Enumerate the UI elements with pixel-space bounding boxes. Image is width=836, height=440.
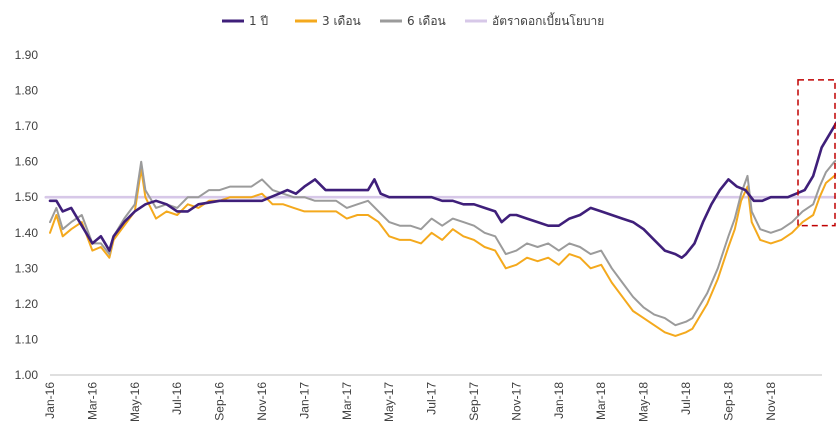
x-tick-label: Jan-16 bbox=[43, 382, 57, 419]
x-tick-label: May-18 bbox=[637, 382, 651, 422]
series-line-0 bbox=[48, 120, 836, 259]
x-tick-label: Sep-16 bbox=[213, 382, 227, 421]
y-tick-label: 1.30 bbox=[15, 261, 39, 275]
x-tick-label: Nov-18 bbox=[764, 382, 778, 421]
series-group bbox=[44, 120, 836, 337]
y-tick-label: 1.80 bbox=[15, 84, 39, 98]
y-tick-label: 1.90 bbox=[15, 48, 39, 62]
legend-label-1: 3 เดือน bbox=[322, 14, 361, 28]
x-tick-label: Mar-17 bbox=[340, 382, 354, 420]
series-line-2 bbox=[49, 159, 836, 327]
x-tick-label: Jan-17 bbox=[297, 382, 311, 419]
legend-label-2: 6 เดือน bbox=[407, 14, 446, 28]
x-tick-label: Jul-18 bbox=[679, 382, 693, 415]
x-tick-label: Sep-17 bbox=[467, 382, 481, 421]
y-tick-label: 1.00 bbox=[15, 368, 39, 382]
highlight-box bbox=[797, 79, 836, 227]
y-tick-label: 1.10 bbox=[15, 332, 39, 346]
y-tick-label: 1.70 bbox=[15, 119, 39, 133]
series-line-3 bbox=[44, 195, 836, 199]
y-tick-label: 1.20 bbox=[15, 297, 39, 311]
y-tick-label: 1.50 bbox=[15, 190, 39, 204]
legend-label-0: 1 ปี bbox=[249, 14, 268, 28]
x-tick-label: Mar-16 bbox=[85, 382, 99, 420]
x-tick-label: Jan-18 bbox=[552, 382, 566, 419]
y-tick-label: 1.40 bbox=[15, 226, 39, 240]
x-tick-label: Sep-18 bbox=[721, 382, 735, 421]
x-tick-label: Mar-18 bbox=[594, 382, 608, 420]
highlight-rect bbox=[797, 79, 836, 227]
legend-label-3: อัตราดอกเบี้ยนโยบาย bbox=[492, 12, 604, 28]
x-axis: Jan-16 Mar-16 May-16 Jul-16 Sep-16 Nov-16 Jan-… bbox=[43, 374, 822, 422]
x-tick-label: May-16 bbox=[128, 382, 142, 422]
series-line-1 bbox=[49, 167, 836, 337]
y-axis: 1.00 1.10 1.20 1.30 1.40 1.50 1.60 1.70 1.80 1.90 bbox=[15, 48, 39, 382]
x-tick-label: May-17 bbox=[382, 382, 396, 422]
x-tick-label: Jul-17 bbox=[425, 382, 439, 415]
x-tick-label: Jul-16 bbox=[170, 382, 184, 415]
y-tick-label: 1.60 bbox=[15, 155, 39, 169]
legend: 1 ปี 3 เดือน 6 เดือน อัตราดอกเบี้ยนโยบาย bbox=[222, 12, 604, 28]
x-tick-label: Nov-17 bbox=[509, 382, 523, 421]
x-tick-label: Nov-16 bbox=[255, 382, 269, 421]
